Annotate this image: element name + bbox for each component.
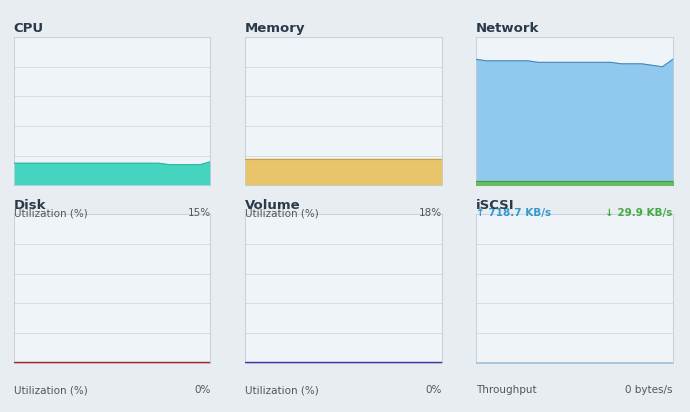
- Text: Disk: Disk: [14, 199, 46, 212]
- Text: Utilization (%): Utilization (%): [14, 208, 88, 218]
- Text: 0 bytes/s: 0 bytes/s: [625, 385, 673, 395]
- Text: 0%: 0%: [194, 385, 210, 395]
- Text: Utilization (%): Utilization (%): [245, 385, 319, 395]
- Text: Throughput: Throughput: [476, 385, 537, 395]
- Text: 0%: 0%: [425, 385, 442, 395]
- Text: Volume: Volume: [245, 199, 301, 212]
- Text: Utilization (%): Utilization (%): [245, 208, 319, 218]
- Text: ↓ 29.9 KB/s: ↓ 29.9 KB/s: [605, 208, 673, 218]
- Text: Memory: Memory: [245, 22, 306, 35]
- Text: Utilization (%): Utilization (%): [14, 385, 88, 395]
- Text: Network: Network: [476, 22, 540, 35]
- Text: ↑ 718.7 KB/s: ↑ 718.7 KB/s: [476, 208, 551, 218]
- Text: 15%: 15%: [187, 208, 210, 218]
- Text: iSCSI: iSCSI: [476, 199, 515, 212]
- Text: 18%: 18%: [418, 208, 442, 218]
- Text: CPU: CPU: [14, 22, 44, 35]
